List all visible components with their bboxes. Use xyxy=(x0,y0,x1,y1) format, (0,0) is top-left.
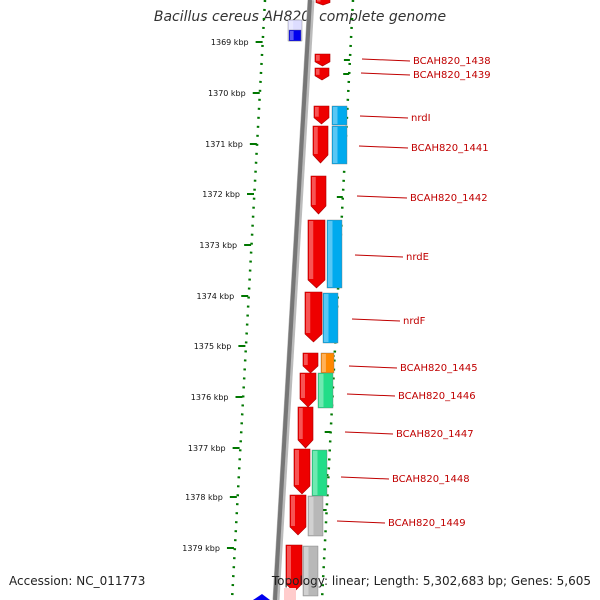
feature-block-shine xyxy=(333,127,338,163)
genome-info-text: Topology: linear; Length: 5,302,683 bp; … xyxy=(271,574,591,588)
gene-label-leader xyxy=(346,393,396,397)
gene-label[interactable]: BCAH820_1438 xyxy=(413,56,491,67)
gene-label-leader xyxy=(354,254,404,258)
gene-label-leader xyxy=(361,58,411,62)
gene-arrow-shine xyxy=(287,546,291,583)
ruler-tick-label: 1374 kbp xyxy=(197,292,235,301)
gene-label-leader xyxy=(340,476,390,480)
feature-block[interactable] xyxy=(307,495,324,537)
feature-block-shine xyxy=(333,107,338,124)
feature-block[interactable] xyxy=(322,292,339,344)
gene-label-leader xyxy=(351,318,401,322)
gene-label[interactable]: BCAH820_1448 xyxy=(392,474,470,485)
marker-bottom-light xyxy=(284,588,296,600)
gene-arrow-shine xyxy=(295,450,299,485)
feature-block-shine xyxy=(309,497,314,535)
gene-arrow-shine xyxy=(317,0,321,2)
feature-block[interactable] xyxy=(331,125,348,165)
feature-block-shine xyxy=(304,547,309,595)
marker-top-shine xyxy=(290,31,294,40)
gene-arrow-shine xyxy=(299,408,303,439)
gene-label[interactable]: BCAH820_1445 xyxy=(400,363,478,374)
gene-label[interactable]: BCAH820_1441 xyxy=(411,143,489,154)
feature-block-shine xyxy=(324,294,329,342)
ruler-tick-label: 1372 kbp xyxy=(202,190,240,199)
gene-label[interactable]: nrdE xyxy=(406,252,429,263)
gene-label[interactable]: nrdF xyxy=(403,316,426,327)
gene-label[interactable]: BCAH820_1446 xyxy=(398,391,476,402)
gene-arrow-shine xyxy=(301,374,305,398)
feature-block[interactable] xyxy=(302,545,319,597)
gene-label[interactable]: BCAH820_1449 xyxy=(388,518,466,529)
genome-backbone xyxy=(273,0,312,600)
feature-block[interactable] xyxy=(326,219,343,289)
right-guide-line xyxy=(320,0,355,600)
gene-label-leader xyxy=(344,431,394,435)
feature-block-shine xyxy=(319,374,324,407)
gene-arrow-shine xyxy=(315,107,319,117)
gene-label-leader xyxy=(348,365,398,369)
gene-arrow-shine xyxy=(316,55,320,61)
marker-bottom xyxy=(253,594,270,600)
feature-block-shine xyxy=(322,354,326,372)
gene-arrow-shine xyxy=(312,177,316,205)
feature-block-shine xyxy=(313,451,318,495)
gene-arrow-shine xyxy=(316,69,320,75)
gene-label-leader xyxy=(359,115,409,119)
ruler-tick-label: 1369 kbp xyxy=(211,38,249,47)
gene-label-leader xyxy=(356,195,408,199)
ruler-tick-label: 1378 kbp xyxy=(185,493,223,502)
gene-arrow-shine xyxy=(304,354,308,365)
gene-arrow-shine xyxy=(291,496,295,526)
feature-block-shine xyxy=(328,221,333,287)
ruler-tick-label: 1379 kbp xyxy=(182,544,220,553)
gene-label-leader xyxy=(336,520,386,524)
marker-top[interactable] xyxy=(288,29,302,42)
ruler-tick-label: 1375 kbp xyxy=(194,342,232,351)
feature-block[interactable] xyxy=(331,105,348,126)
ruler-tick-label: 1373 kbp xyxy=(199,241,237,250)
ruler-tick-label: 1377 kbp xyxy=(188,444,226,453)
map-title: Bacillus cereus AH820, complete genome xyxy=(153,9,447,25)
gene-label[interactable]: BCAH820_1439 xyxy=(413,70,491,81)
ruler-tick-label: 1376 kbp xyxy=(191,393,229,402)
feature-block[interactable] xyxy=(317,372,334,409)
left-guide-line xyxy=(230,0,267,600)
gene-label[interactable]: BCAH820_1447 xyxy=(396,429,474,440)
gene-label[interactable]: nrdI xyxy=(411,113,431,124)
accession-text: Accession: NC_011773 xyxy=(9,574,146,588)
gene-arrow-shine xyxy=(314,127,318,154)
gene-label[interactable]: BCAH820_1442 xyxy=(410,193,488,204)
ruler-tick-label: 1371 kbp xyxy=(205,140,243,149)
gene-arrow-shine xyxy=(306,293,311,333)
gene-arrow-shine xyxy=(309,221,314,279)
gene-label-leader xyxy=(360,72,411,76)
gene-label-leader xyxy=(358,145,409,149)
ruler-tick-label: 1370 kbp xyxy=(208,89,246,98)
